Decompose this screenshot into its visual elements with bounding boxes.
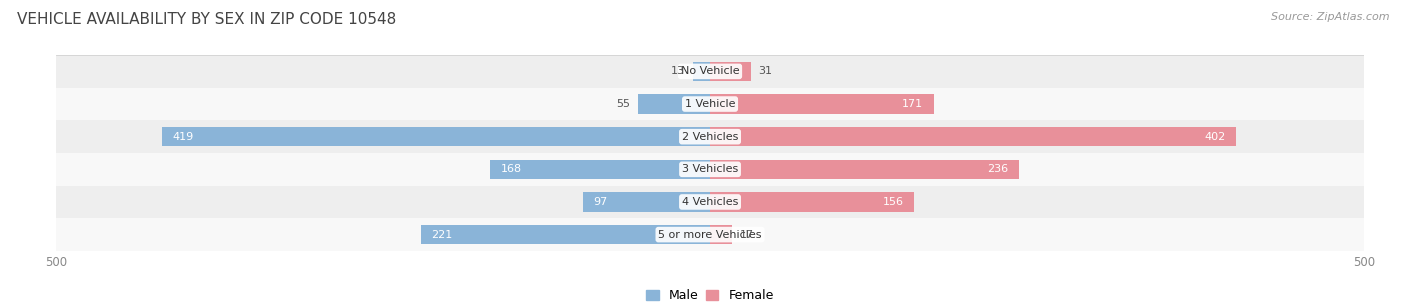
Text: 1 Vehicle: 1 Vehicle <box>685 99 735 109</box>
Bar <box>162 127 710 147</box>
Bar <box>56 55 1364 88</box>
Text: 31: 31 <box>758 66 772 76</box>
Text: 3 Vehicles: 3 Vehicles <box>682 164 738 174</box>
Bar <box>710 94 934 114</box>
Legend: Male, Female: Male, Female <box>641 284 779 306</box>
Text: No Vehicle: No Vehicle <box>681 66 740 76</box>
Bar <box>583 192 710 212</box>
Bar <box>420 225 710 244</box>
Text: 156: 156 <box>883 197 904 207</box>
Text: 236: 236 <box>987 164 1008 174</box>
Bar <box>638 94 710 114</box>
Bar <box>710 192 914 212</box>
Text: 419: 419 <box>173 132 194 142</box>
Text: Source: ZipAtlas.com: Source: ZipAtlas.com <box>1271 12 1389 22</box>
Bar <box>693 62 710 81</box>
Text: 221: 221 <box>432 230 453 240</box>
Text: 4 Vehicles: 4 Vehicles <box>682 197 738 207</box>
Bar <box>56 120 1364 153</box>
Bar <box>56 153 1364 186</box>
Text: 2 Vehicles: 2 Vehicles <box>682 132 738 142</box>
Text: 5 or more Vehicles: 5 or more Vehicles <box>658 230 762 240</box>
Bar <box>710 127 1236 147</box>
Text: 168: 168 <box>501 164 522 174</box>
Bar <box>56 88 1364 120</box>
Text: 171: 171 <box>903 99 924 109</box>
Text: 13: 13 <box>671 66 685 76</box>
Text: 402: 402 <box>1204 132 1225 142</box>
Bar <box>56 186 1364 218</box>
Text: 97: 97 <box>593 197 607 207</box>
Bar <box>56 218 1364 251</box>
Text: VEHICLE AVAILABILITY BY SEX IN ZIP CODE 10548: VEHICLE AVAILABILITY BY SEX IN ZIP CODE … <box>17 12 396 27</box>
Text: 55: 55 <box>616 99 630 109</box>
Bar <box>491 159 710 179</box>
Text: 17: 17 <box>740 230 754 240</box>
Bar <box>710 62 751 81</box>
Bar <box>710 225 733 244</box>
Bar <box>710 159 1018 179</box>
